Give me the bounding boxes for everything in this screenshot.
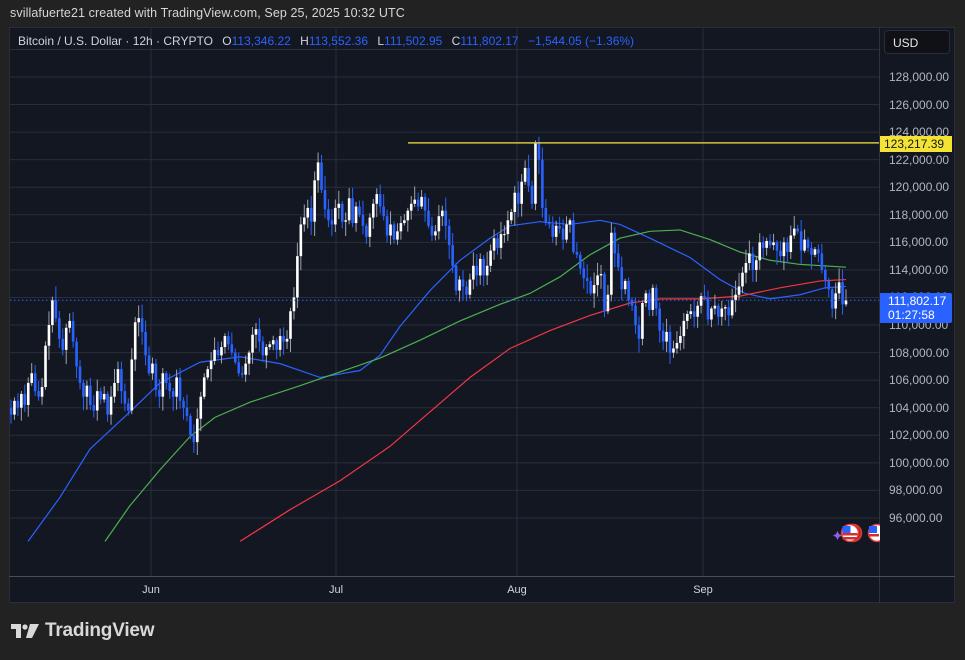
- current-price-value: 111,802.17: [888, 294, 947, 308]
- close-label: C: [451, 34, 461, 48]
- price-tick-label: 108,000.00: [889, 345, 950, 360]
- close-value: 111,802.17: [460, 34, 519, 48]
- price-tick-label: 106,000.00: [889, 373, 950, 388]
- high-value: 113,552.36: [308, 34, 368, 48]
- horizontal-level-label: 123,217.39: [880, 136, 952, 152]
- price-tick-label: 96,000.00: [889, 510, 943, 525]
- price-axis-divider: [879, 27, 880, 603]
- change-value: −1,544.05 (−1.36%): [527, 34, 635, 48]
- tradingview-logo: TradingView: [11, 620, 155, 642]
- time-label-sep: Sep: [693, 584, 713, 596]
- price-tick-label: 100,000.00: [889, 455, 950, 470]
- time-label-jul: Jul: [328, 584, 344, 596]
- currency-button[interactable]: USD: [884, 30, 950, 54]
- chart-frame[interactable]: [9, 27, 955, 603]
- symbol-legend: Bitcoin / U.S. Dollar · 12h · CRYPTO O11…: [18, 34, 634, 48]
- price-tick-label: 118,000.00: [889, 207, 949, 222]
- current-price-label: 111,802.17 01:27:58: [880, 293, 952, 323]
- price-tick-label: 122,000.00: [889, 152, 950, 167]
- symbol-name[interactable]: Bitcoin / U.S. Dollar · 12h · CRYPTO: [18, 34, 213, 48]
- time-label-jun: Jun: [142, 584, 160, 596]
- economic-events[interactable]: [830, 520, 880, 544]
- ai-sparkle-icon: [833, 531, 842, 540]
- price-chart-canvas[interactable]: [10, 28, 879, 576]
- price-tick-label: 116,000.00: [889, 235, 949, 250]
- tradingview-wordmark: TradingView: [45, 620, 155, 641]
- high-label: H: [300, 34, 309, 48]
- chart-credit: svillafuerte21 created with TradingView.…: [10, 6, 405, 20]
- tradingview-logo-icon: [11, 624, 39, 638]
- price-tick-label: 128,000.00: [889, 70, 950, 84]
- price-tick-label: 102,000.00: [889, 428, 950, 443]
- bar-countdown: 01:27:58: [888, 308, 935, 322]
- price-tick-label: 124,000.00: [889, 125, 950, 140]
- price-tick-label: 126,000.00: [889, 97, 950, 112]
- ma-slow-line: [239, 278, 847, 542]
- price-tick-label: 120,000.00: [889, 180, 950, 195]
- open-label: O: [222, 34, 232, 48]
- price-tick-label: 114,000.00: [889, 262, 949, 277]
- low-value: 111,502.95: [384, 34, 443, 48]
- time-axis-divider: [9, 576, 955, 577]
- time-label-aug: Aug: [507, 584, 527, 596]
- price-tick-label: 98,000.00: [889, 483, 943, 498]
- us-flag-event-icon[interactable]: [840, 523, 863, 543]
- price-tick-label: 104,000.00: [889, 400, 950, 415]
- open-value: 113,346.22: [231, 34, 291, 48]
- low-label: L: [377, 34, 385, 48]
- ma-mid-line: [104, 229, 847, 542]
- us-flag-event-icon[interactable]: [867, 523, 881, 543]
